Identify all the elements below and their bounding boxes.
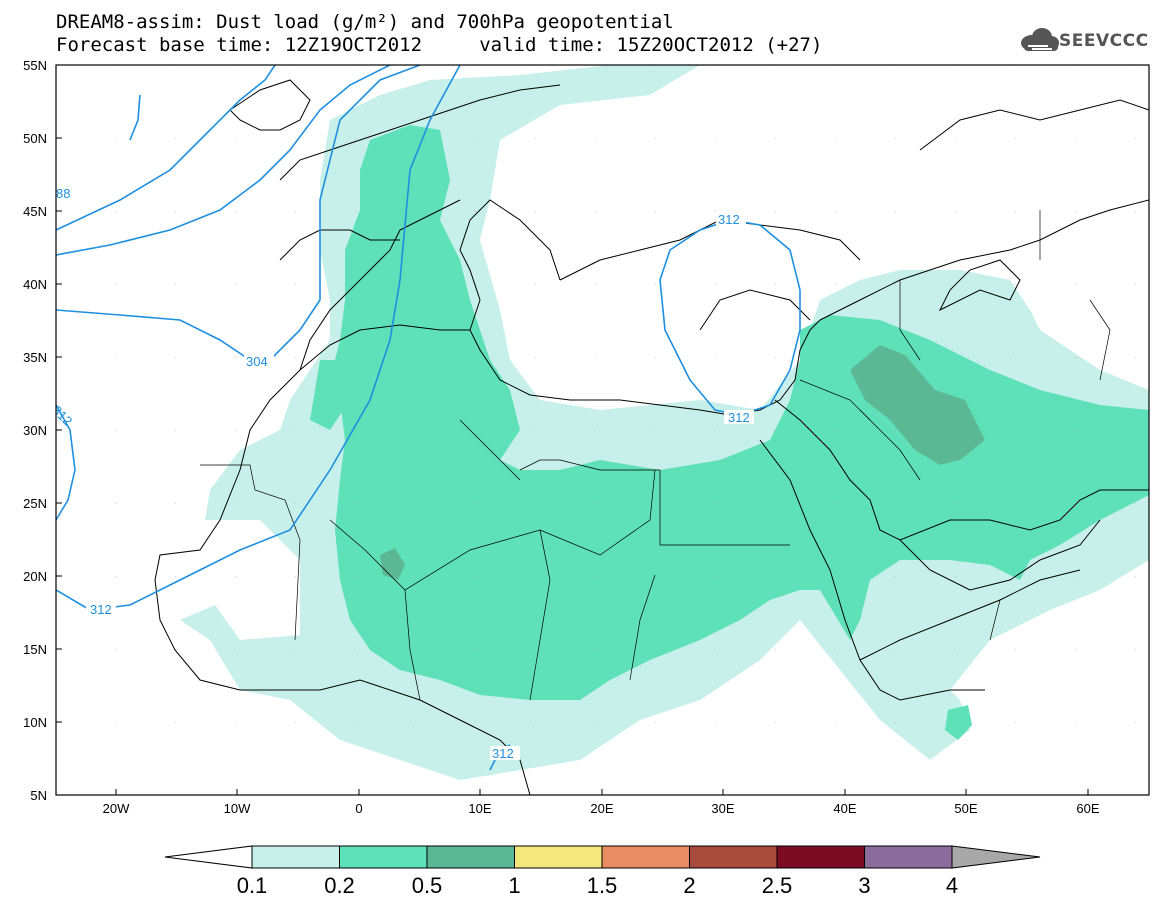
country-borders <box>200 210 1111 701</box>
contour-labels: 296 304 312 312 312 312 312 88 <box>24 186 754 761</box>
lon-label-10w: 10W <box>224 801 251 816</box>
lat-label-45n: 45N <box>23 204 47 219</box>
lon-label-30e: 30E <box>711 801 734 816</box>
contour-label-312-west: 312 <box>90 602 112 617</box>
lat-label-20n: 20N <box>23 569 47 584</box>
lon-label-50e: 50E <box>954 801 977 816</box>
lon-label-40e: 40E <box>833 801 856 816</box>
lon-label-10e: 10E <box>468 801 491 816</box>
coastlines <box>154 79 1149 795</box>
lat-label-35n: 35N <box>23 350 47 365</box>
lat-label-15n: 15N <box>23 642 47 657</box>
contour-label-296: 296 <box>24 244 46 259</box>
lon-label-0: 0 <box>355 801 362 816</box>
contour-label-312-north: 312 <box>718 212 740 227</box>
lat-label-10n: 10N <box>23 715 47 730</box>
seevccc-logo <box>1021 28 1059 51</box>
map-title: DREAM8-assim: Dust load (g/m²) and 700hP… <box>56 11 674 33</box>
lon-label-20e: 20E <box>590 801 613 816</box>
longitude-axis: 20W 10W 0 10E 20E 30E 40E 50E 60E <box>103 789 1100 816</box>
lat-label-25n: 25N <box>23 496 47 511</box>
lon-label-20w: 20W <box>103 801 130 816</box>
contour-label-312-east: 312 <box>728 410 750 425</box>
contour-label-312-south: 312 <box>492 746 514 761</box>
latitude-axis: 55N 50N 45N 40N 35N 30N 25N 20N 15N 10N … <box>23 58 62 803</box>
lat-label-50n: 50N <box>23 131 47 146</box>
contour-label-288: 88 <box>56 186 70 201</box>
lon-label-60e: 60E <box>1076 801 1099 816</box>
logo-text: SEEVCCC <box>1059 31 1149 51</box>
forecast-time-line: Forecast base time: 12Z19OCT2012 valid t… <box>56 34 823 56</box>
geopotential-contours <box>56 65 801 771</box>
lat-label-30n: 30N <box>23 423 47 438</box>
lat-label-55n: 55N <box>23 58 47 73</box>
contour-label-304: 304 <box>246 354 268 369</box>
lat-label-40n: 40N <box>23 277 47 292</box>
lat-label-5n: 5N <box>30 788 47 803</box>
